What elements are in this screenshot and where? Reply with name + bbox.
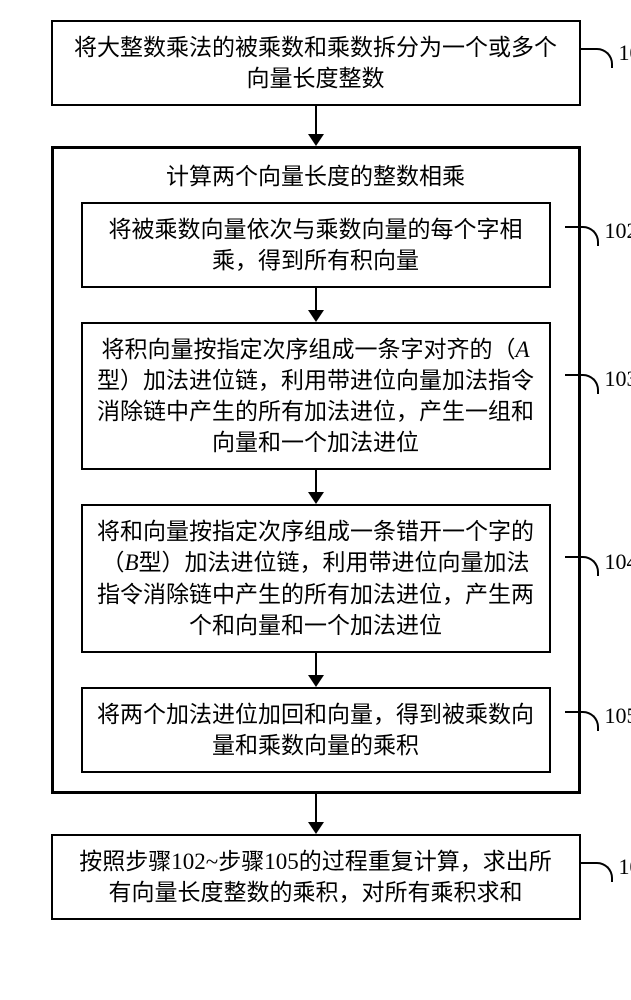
label-tick (579, 862, 613, 882)
step-101-label-wrap: 101 (579, 38, 631, 68)
step-106-label-wrap: 106 (579, 852, 631, 882)
arrow-group-to-106 (308, 794, 324, 834)
label-tick (565, 711, 599, 731)
step-104-label: 104 (605, 547, 631, 577)
arrow-101-to-group (308, 106, 324, 146)
label-tick (565, 556, 599, 576)
label-tick (565, 374, 599, 394)
arrow-103-104 (308, 470, 324, 504)
step-106-box: 按照步骤102~步骤105的过程重复计算，求出所有向量长度整数的乘积，对所有乘积… (51, 834, 581, 920)
arrow-line (315, 653, 317, 675)
step-103-text-italic: A (515, 337, 529, 362)
vector-multiply-group: 计算两个向量长度的整数相乘 将被乘数向量依次与乘数向量的每个字相乘，得到所有积向… (51, 146, 581, 794)
step-103-label: 103 (605, 364, 631, 394)
arrow-head-icon (308, 310, 324, 322)
arrow-line (315, 106, 317, 134)
step-106-label: 106 (619, 852, 631, 882)
step-101-box: 将大整数乘法的被乘数和乘数拆分为一个或多个向量长度整数 101 (51, 20, 581, 106)
flowchart-root: 将大整数乘法的被乘数和乘数拆分为一个或多个向量长度整数 101 计算两个向量长度… (10, 20, 621, 920)
step-105-text: 将两个加法进位加回和向量，得到被乘数向量和乘数向量的乘积 (97, 702, 534, 758)
arrow-head-icon (308, 134, 324, 146)
arrow-line (315, 470, 317, 492)
step-105-label-wrap: 105 (565, 701, 631, 731)
label-tick (579, 48, 613, 68)
arrow-head-icon (308, 492, 324, 504)
step-104-label-wrap: 104 (565, 546, 631, 576)
step-103-text-pre: 将积向量按指定次序组成一条字对齐的（ (101, 337, 515, 362)
arrow-head-icon (308, 822, 324, 834)
step-104-text-italic: B (124, 550, 138, 575)
step-102-text: 将被乘数向量依次与乘数向量的每个字相乘，得到所有积向量 (109, 217, 523, 273)
arrow-102-103 (308, 288, 324, 322)
step-103-box: 将积向量按指定次序组成一条字对齐的（A 型）加法进位链，利用带进位向量加法指令消除… (81, 322, 551, 470)
label-tick (565, 226, 599, 246)
step-102-label-wrap: 102 (565, 216, 631, 246)
step-105-box: 将两个加法进位加回和向量，得到被乘数向量和乘数向量的乘积 105 (81, 687, 551, 773)
step-104-box: 将和向量按指定次序组成一条错开一个字的（B型）加法进位链，利用带进位向量加法指令… (81, 504, 551, 652)
step-106-text: 按照步骤102~步骤105的过程重复计算，求出所有向量长度整数的乘积，对所有乘积… (79, 849, 551, 905)
arrow-line (315, 794, 317, 822)
group-title: 计算两个向量长度的整数相乘 (166, 161, 465, 192)
step-104-text-post: 型）加法进位链，利用带进位向量加法指令消除链中产生的所有加法进位，产生两个和向量… (97, 550, 534, 637)
step-102-box: 将被乘数向量依次与乘数向量的每个字相乘，得到所有积向量 102 (81, 202, 551, 288)
step-102-label: 102 (605, 216, 631, 246)
arrow-104-105 (308, 653, 324, 687)
step-101-label: 101 (619, 38, 631, 68)
step-103-text-post: 型）加法进位链，利用带进位向量加法指令消除链中产生的所有加法进位，产生一组和向量… (97, 368, 534, 455)
step-105-label: 105 (605, 701, 631, 731)
arrow-head-icon (308, 675, 324, 687)
step-101-text: 将大整数乘法的被乘数和乘数拆分为一个或多个向量长度整数 (74, 35, 557, 91)
step-103-label-wrap: 103 (565, 364, 631, 394)
arrow-line (315, 288, 317, 310)
